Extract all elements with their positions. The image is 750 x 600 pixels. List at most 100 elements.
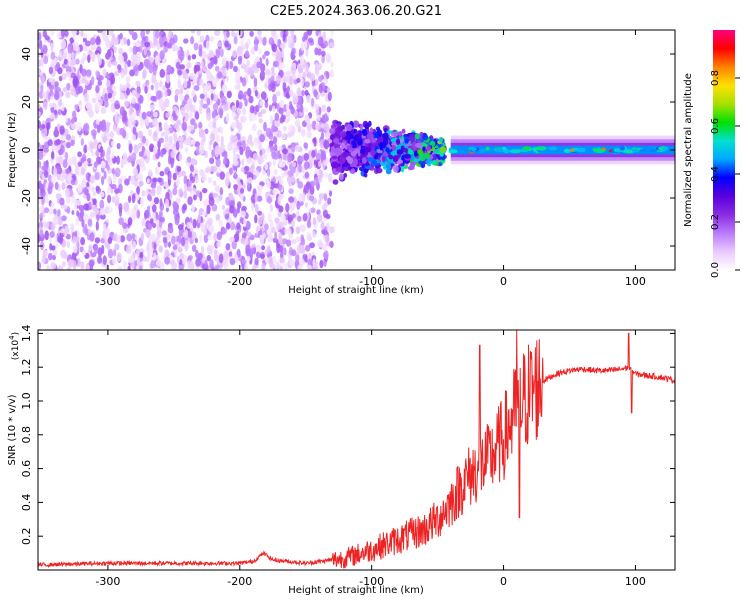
spectrogram-cell (180, 139, 184, 150)
spectrogram-cell (72, 110, 77, 120)
spectrogram-cell (199, 169, 205, 177)
spectrogram-cell (72, 235, 76, 243)
spectrogram-cell (54, 181, 59, 190)
spectrogram-cell (198, 121, 203, 129)
spectrogram-cell (270, 71, 276, 77)
spectrogram-cell (150, 95, 156, 102)
spectrogram-cell (148, 195, 153, 202)
spectrogram-cell (312, 217, 317, 226)
spectrogram-cell (281, 172, 285, 178)
spectrogram-cell (306, 130, 312, 139)
spectrogram-cell (211, 149, 216, 158)
spectrogram-cell (193, 42, 199, 51)
spectrogram-cell (144, 59, 151, 70)
spectrogram-cell (304, 255, 308, 263)
spectrogram-cell (38, 40, 43, 50)
spectrogram-cell (309, 195, 315, 202)
spectrogram-cell (111, 36, 115, 45)
spectrogram-cell (215, 134, 220, 144)
spectrogram-cell (57, 67, 63, 75)
spectrogram-cell (298, 192, 303, 203)
spectrogram-cell (53, 129, 59, 138)
spectrogram-cell (268, 104, 273, 112)
spectrogram-cell (279, 62, 285, 70)
spectrogram-cell (254, 89, 258, 97)
snr-line (38, 330, 675, 569)
spectrogram-cell (219, 171, 225, 180)
spectrogram-cell (231, 121, 236, 129)
spectrogram-cell (268, 256, 274, 266)
spectrogram-cell (73, 201, 77, 212)
spectrogram-cell (170, 158, 174, 169)
spectrogram-cell (321, 104, 327, 112)
spectrogram-cell (326, 106, 331, 113)
spectrogram-cell (107, 248, 114, 259)
spectrogram-cell (85, 100, 91, 109)
spectrogram-cell (189, 172, 193, 182)
spectrogram-cell (297, 66, 303, 74)
spectrogram-cell (222, 204, 225, 211)
spectrogram-cell (279, 257, 285, 264)
spectrogram-cell (66, 82, 71, 91)
spectrogram-cell (76, 122, 82, 132)
spectrogram-x-label: Height of straight line (km) (288, 285, 424, 296)
y-tick-label: 0 (20, 147, 33, 154)
spectrogram-cell (292, 161, 297, 168)
spectrogram-cell (136, 256, 141, 266)
spectrogram-cell (157, 185, 161, 195)
spectrogram-cell (304, 81, 310, 88)
spectrogram-cell (225, 222, 231, 230)
spectrogram-cell (306, 30, 313, 36)
spectrogram-cell (592, 147, 598, 152)
spectrogram-cell (279, 99, 285, 108)
spectrogram-cell (61, 182, 66, 191)
spectrogram-cell (304, 89, 309, 96)
spectrogram-cell (181, 100, 186, 107)
spectrogram-cell (291, 239, 297, 245)
spectrogram-cell (158, 245, 163, 253)
spectrogram-cell (102, 135, 107, 143)
spectrogram-cell (136, 174, 142, 180)
spectrogram-y-axis: -40 -20 0 20 40 (20, 47, 675, 255)
y-tick-label: 0.6 (20, 460, 33, 478)
spectrogram-cell (315, 122, 321, 130)
spectrogram-cell (315, 261, 319, 268)
spectrogram-cell (65, 115, 68, 123)
spectrogram-cell (323, 250, 329, 260)
spectrogram-cell (190, 264, 195, 270)
spectrogram-cell (200, 60, 204, 68)
spectrogram-cell (323, 159, 328, 167)
spectrogram-cell (258, 48, 262, 55)
spectrogram-cell (280, 43, 286, 50)
spectrogram-cell (286, 85, 290, 93)
spectrogram-cell (266, 167, 271, 177)
spectrogram-cell (164, 256, 171, 265)
spectrogram-cell (38, 160, 42, 170)
spectrogram-cell (283, 220, 288, 226)
spectrogram-cell (168, 142, 174, 149)
spectrogram-cell (130, 261, 135, 269)
spectrogram-cell (80, 138, 85, 146)
spectrogram-cell (128, 30, 134, 36)
spectrogram-cell (250, 203, 255, 212)
spectrogram-cell (42, 91, 47, 99)
spectrogram-cell (256, 244, 260, 251)
spectrogram-cell (38, 142, 41, 148)
spectrogram-cell (276, 130, 282, 138)
spectrogram-cell (237, 108, 241, 115)
spectrogram-cell (187, 255, 193, 261)
spectrogram-cell (62, 52, 67, 60)
spectrogram-cell (121, 72, 125, 79)
spectrogram-cell (107, 60, 112, 68)
spectrogram-cell (343, 173, 348, 178)
spectrogram-cell (287, 152, 293, 163)
spectrogram-cell (119, 106, 125, 116)
spectrogram-cell (108, 131, 115, 138)
spectrogram-cell (288, 104, 294, 110)
spectrogram-cell (290, 30, 295, 36)
spectrogram-cell (210, 93, 214, 101)
spectrogram-cell (140, 30, 146, 39)
spectrogram-cell (127, 217, 133, 226)
spectrogram-cell (97, 80, 103, 86)
spectrogram-cell (53, 208, 57, 215)
